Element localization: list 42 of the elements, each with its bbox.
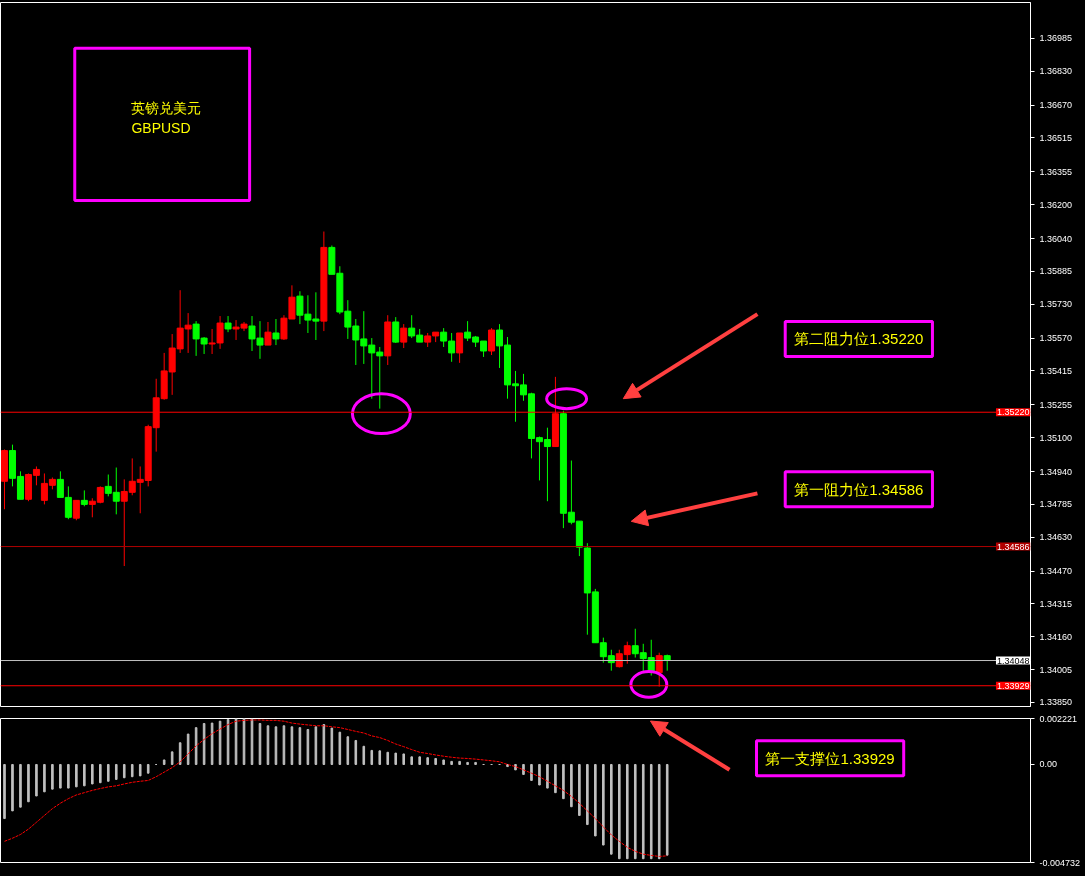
- text: 英镑兑美元: [130, 99, 201, 116]
- candlestick: [264, 321, 272, 346]
- candlestick: [400, 323, 408, 349]
- y-tick-label: -0.004732: [1039, 857, 1081, 868]
- y-tick-label: 1.36355: [1039, 166, 1073, 177]
- y-tick-label: 1.34315: [1039, 598, 1073, 609]
- y-tick-label: 0.00: [1039, 759, 1058, 770]
- y-tick-label: 1.34160: [1039, 631, 1073, 642]
- y-tick-label: 1.34785: [1039, 499, 1073, 510]
- y-tick-label: 1.34940: [1039, 466, 1073, 477]
- y-tick-label: 1.36515: [1039, 132, 1073, 143]
- text: GBPUSD: [131, 119, 191, 136]
- y-tick-label: 1.35255: [1039, 399, 1073, 410]
- y-tick-label: 1.34005: [1039, 664, 1073, 675]
- ref-line-label: 1.33929: [996, 680, 1030, 691]
- candlestick: [456, 332, 464, 364]
- ref-line-label: 1.34586: [996, 541, 1030, 552]
- annotation: 第一支撑位1.33929: [765, 749, 895, 767]
- candlestick: [392, 316, 400, 344]
- ref-line-label: 1.35220: [996, 407, 1030, 418]
- y-tick-label: 1.33850: [1039, 697, 1073, 708]
- y-tick-label: 1.35100: [1039, 432, 1073, 443]
- candlestick: [224, 315, 232, 333]
- y-tick-label: 1.36985: [1039, 33, 1073, 44]
- y-tick-label: 1.36200: [1039, 199, 1073, 210]
- candlestick: [72, 499, 80, 521]
- y-tick-label: 1.36040: [1039, 233, 1073, 244]
- y-tick-label: 1.36830: [1039, 66, 1073, 77]
- ref-line-label: 1.34048: [996, 655, 1030, 666]
- line-series: [3, 719, 668, 857]
- candlestick: [488, 327, 496, 356]
- y-tick-label: 1.34470: [1039, 566, 1073, 577]
- y-tick-label: 1.35570: [1039, 333, 1073, 344]
- annotation: 第二阻力位1.35220: [794, 330, 924, 348]
- y-tick-label: 1.36670: [1039, 100, 1073, 111]
- y-tick-label: 1.35730: [1039, 299, 1073, 310]
- candlestick: [272, 318, 280, 346]
- y-tick-label: 1.35885: [1039, 266, 1073, 277]
- annotation: 第一阻力位1.34586: [794, 480, 924, 498]
- y-tick-label: 1.34630: [1039, 532, 1073, 543]
- y-tick-label: 1.35415: [1039, 365, 1073, 376]
- y-tick-label: 0.002221: [1039, 713, 1078, 724]
